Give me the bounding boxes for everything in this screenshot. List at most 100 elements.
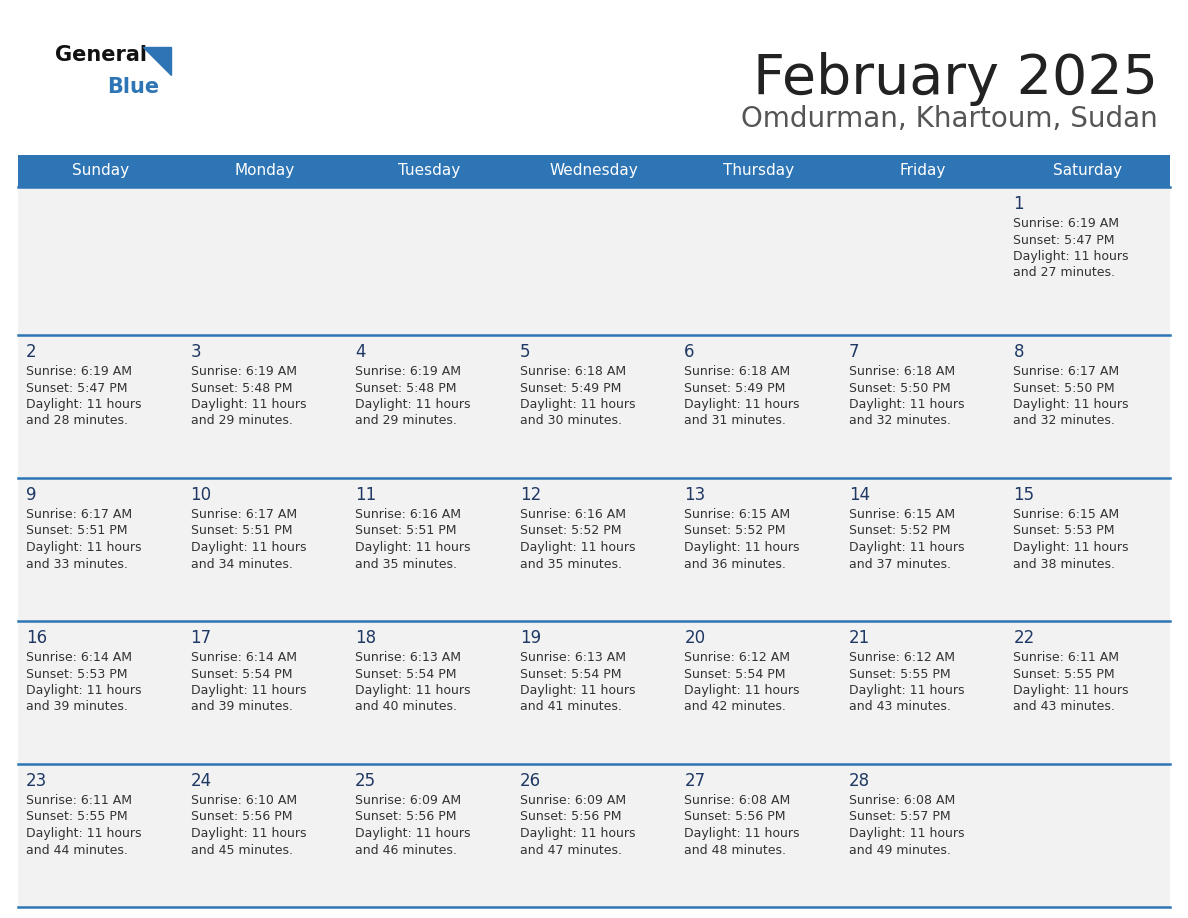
Text: 4: 4 xyxy=(355,343,366,361)
Polygon shape xyxy=(143,47,171,75)
Text: and 38 minutes.: and 38 minutes. xyxy=(1013,557,1116,570)
Text: Sunset: 5:47 PM: Sunset: 5:47 PM xyxy=(26,382,127,395)
Text: and 47 minutes.: and 47 minutes. xyxy=(519,844,621,856)
Text: and 43 minutes.: and 43 minutes. xyxy=(849,700,950,713)
Text: and 39 minutes.: and 39 minutes. xyxy=(26,700,128,713)
Text: 9: 9 xyxy=(26,486,37,504)
Text: 28: 28 xyxy=(849,772,870,790)
Text: Sunset: 5:48 PM: Sunset: 5:48 PM xyxy=(190,382,292,395)
Text: and 31 minutes.: and 31 minutes. xyxy=(684,415,786,428)
Text: 16: 16 xyxy=(26,629,48,647)
Text: Wednesday: Wednesday xyxy=(550,163,638,178)
Text: Sunrise: 6:12 AM: Sunrise: 6:12 AM xyxy=(849,651,955,664)
Text: Sunrise: 6:17 AM: Sunrise: 6:17 AM xyxy=(26,508,132,521)
Text: Sunrise: 6:15 AM: Sunrise: 6:15 AM xyxy=(684,508,790,521)
Bar xyxy=(18,335,1170,478)
Text: 10: 10 xyxy=(190,486,211,504)
Text: and 39 minutes.: and 39 minutes. xyxy=(190,700,292,713)
Text: Daylight: 11 hours: Daylight: 11 hours xyxy=(1013,541,1129,554)
Text: Sunset: 5:56 PM: Sunset: 5:56 PM xyxy=(190,811,292,823)
Text: Daylight: 11 hours: Daylight: 11 hours xyxy=(519,398,636,411)
Text: Daylight: 11 hours: Daylight: 11 hours xyxy=(355,684,470,697)
Text: 15: 15 xyxy=(1013,486,1035,504)
Text: and 48 minutes.: and 48 minutes. xyxy=(684,844,786,856)
Text: 25: 25 xyxy=(355,772,377,790)
Text: and 29 minutes.: and 29 minutes. xyxy=(190,415,292,428)
Text: and 35 minutes.: and 35 minutes. xyxy=(355,557,457,570)
Text: Sunrise: 6:10 AM: Sunrise: 6:10 AM xyxy=(190,794,297,807)
Text: Daylight: 11 hours: Daylight: 11 hours xyxy=(519,541,636,554)
Text: Tuesday: Tuesday xyxy=(398,163,461,178)
Text: Daylight: 11 hours: Daylight: 11 hours xyxy=(684,684,800,697)
Text: Sunrise: 6:08 AM: Sunrise: 6:08 AM xyxy=(684,794,790,807)
Text: and 44 minutes.: and 44 minutes. xyxy=(26,844,128,856)
Text: 8: 8 xyxy=(1013,343,1024,361)
Text: Sunrise: 6:13 AM: Sunrise: 6:13 AM xyxy=(519,651,626,664)
Text: 23: 23 xyxy=(26,772,48,790)
Bar xyxy=(18,155,1170,187)
Text: 1: 1 xyxy=(1013,195,1024,213)
Text: Daylight: 11 hours: Daylight: 11 hours xyxy=(684,541,800,554)
Text: Sunset: 5:53 PM: Sunset: 5:53 PM xyxy=(26,667,127,680)
Text: Sunrise: 6:19 AM: Sunrise: 6:19 AM xyxy=(26,365,132,378)
Text: Daylight: 11 hours: Daylight: 11 hours xyxy=(355,541,470,554)
Text: Sunrise: 6:14 AM: Sunrise: 6:14 AM xyxy=(26,651,132,664)
Text: Sunset: 5:49 PM: Sunset: 5:49 PM xyxy=(684,382,785,395)
Text: Sunrise: 6:19 AM: Sunrise: 6:19 AM xyxy=(190,365,297,378)
Text: Blue: Blue xyxy=(107,77,159,97)
Text: Sunset: 5:55 PM: Sunset: 5:55 PM xyxy=(849,667,950,680)
Text: and 42 minutes.: and 42 minutes. xyxy=(684,700,786,713)
Text: and 40 minutes.: and 40 minutes. xyxy=(355,700,457,713)
Text: Monday: Monday xyxy=(235,163,295,178)
Text: Sunset: 5:54 PM: Sunset: 5:54 PM xyxy=(684,667,785,680)
Text: Daylight: 11 hours: Daylight: 11 hours xyxy=(684,398,800,411)
Text: and 29 minutes.: and 29 minutes. xyxy=(355,415,457,428)
Text: Sunrise: 6:12 AM: Sunrise: 6:12 AM xyxy=(684,651,790,664)
Text: Sunday: Sunday xyxy=(71,163,128,178)
Text: Sunset: 5:51 PM: Sunset: 5:51 PM xyxy=(190,524,292,538)
Text: Sunset: 5:56 PM: Sunset: 5:56 PM xyxy=(355,811,456,823)
Text: Sunset: 5:55 PM: Sunset: 5:55 PM xyxy=(26,811,127,823)
Text: 3: 3 xyxy=(190,343,201,361)
Text: and 37 minutes.: and 37 minutes. xyxy=(849,557,950,570)
Text: and 46 minutes.: and 46 minutes. xyxy=(355,844,457,856)
Text: Omdurman, Khartoum, Sudan: Omdurman, Khartoum, Sudan xyxy=(741,105,1158,133)
Text: Daylight: 11 hours: Daylight: 11 hours xyxy=(519,684,636,697)
Text: and 36 minutes.: and 36 minutes. xyxy=(684,557,786,570)
Text: Daylight: 11 hours: Daylight: 11 hours xyxy=(849,827,965,840)
Text: and 45 minutes.: and 45 minutes. xyxy=(190,844,292,856)
Text: Daylight: 11 hours: Daylight: 11 hours xyxy=(190,827,307,840)
Text: 22: 22 xyxy=(1013,629,1035,647)
Text: Sunset: 5:57 PM: Sunset: 5:57 PM xyxy=(849,811,950,823)
Text: 26: 26 xyxy=(519,772,541,790)
Text: 20: 20 xyxy=(684,629,706,647)
Text: Sunrise: 6:18 AM: Sunrise: 6:18 AM xyxy=(519,365,626,378)
Text: Sunrise: 6:19 AM: Sunrise: 6:19 AM xyxy=(355,365,461,378)
Text: Daylight: 11 hours: Daylight: 11 hours xyxy=(26,684,141,697)
Text: Sunrise: 6:14 AM: Sunrise: 6:14 AM xyxy=(190,651,297,664)
Text: 2: 2 xyxy=(26,343,37,361)
Text: General: General xyxy=(55,45,147,65)
Text: Sunset: 5:48 PM: Sunset: 5:48 PM xyxy=(355,382,456,395)
Text: Sunset: 5:56 PM: Sunset: 5:56 PM xyxy=(684,811,785,823)
Text: and 49 minutes.: and 49 minutes. xyxy=(849,844,950,856)
Text: Daylight: 11 hours: Daylight: 11 hours xyxy=(1013,398,1129,411)
Text: Sunset: 5:52 PM: Sunset: 5:52 PM xyxy=(519,524,621,538)
Text: 11: 11 xyxy=(355,486,377,504)
Text: Sunrise: 6:09 AM: Sunrise: 6:09 AM xyxy=(519,794,626,807)
Text: and 41 minutes.: and 41 minutes. xyxy=(519,700,621,713)
Text: 5: 5 xyxy=(519,343,530,361)
Text: Daylight: 11 hours: Daylight: 11 hours xyxy=(190,398,307,411)
Text: Sunset: 5:52 PM: Sunset: 5:52 PM xyxy=(849,524,950,538)
Text: Sunset: 5:52 PM: Sunset: 5:52 PM xyxy=(684,524,785,538)
Text: Daylight: 11 hours: Daylight: 11 hours xyxy=(26,398,141,411)
Text: Sunrise: 6:17 AM: Sunrise: 6:17 AM xyxy=(190,508,297,521)
Bar xyxy=(18,621,1170,764)
Text: Sunrise: 6:13 AM: Sunrise: 6:13 AM xyxy=(355,651,461,664)
Text: Daylight: 11 hours: Daylight: 11 hours xyxy=(190,541,307,554)
Text: 6: 6 xyxy=(684,343,695,361)
Text: Sunrise: 6:16 AM: Sunrise: 6:16 AM xyxy=(519,508,626,521)
Text: Daylight: 11 hours: Daylight: 11 hours xyxy=(519,827,636,840)
Text: and 43 minutes.: and 43 minutes. xyxy=(1013,700,1116,713)
Text: Sunset: 5:51 PM: Sunset: 5:51 PM xyxy=(355,524,456,538)
